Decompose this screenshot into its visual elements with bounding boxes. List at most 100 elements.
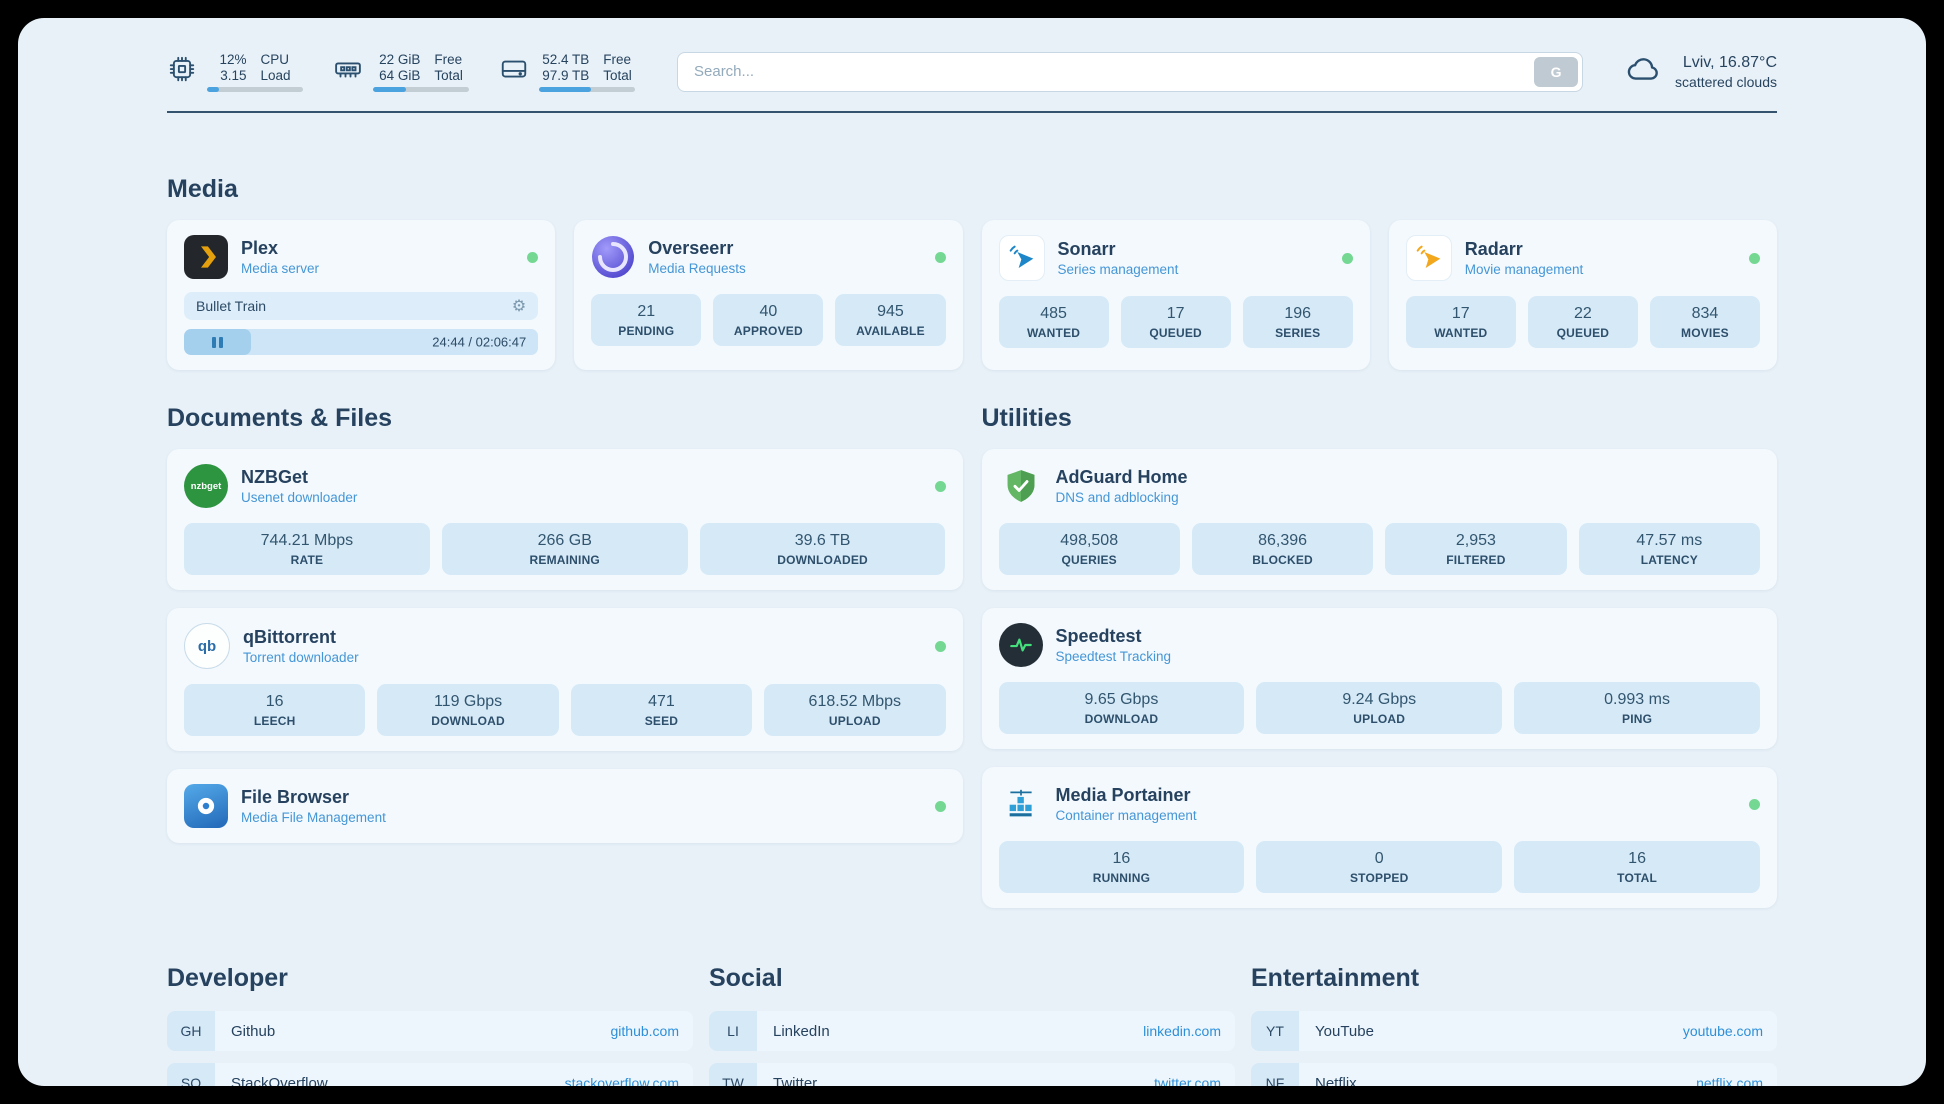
status-dot [1749, 252, 1760, 264]
media-section: Media Plex Media server Bullet Train ⚙ [167, 175, 1777, 370]
section-title-utilities: Utilities [981, 404, 1072, 432]
search-engine-button[interactable]: G [1534, 56, 1579, 87]
stat-box: 16 LEECH [184, 684, 366, 736]
card-subtitle: Container management [1055, 808, 1197, 823]
stat-label: TOTAL [1617, 871, 1658, 885]
qbittorrent-card[interactable]: qb qBittorrent Torrent downloader 16 LEE… [167, 608, 963, 751]
disk-bar [539, 86, 635, 92]
stat-box: 471 SEED [570, 684, 753, 736]
stat-label: SEED [644, 714, 679, 728]
stat-label: WANTED [1026, 326, 1081, 340]
bookmark-url[interactable]: twitter.com [1154, 1075, 1221, 1086]
portainer-card[interactable]: Media Portainer Container management 16 … [981, 767, 1777, 908]
playback-progress-bar[interactable]: 24:44 / 02:06:47 [184, 329, 539, 355]
bookmark-netflix[interactable]: NF Netflix netflix.com [1251, 1063, 1777, 1086]
stat-label: QUERIES [1061, 553, 1117, 567]
cpu-load-label: Load [260, 67, 291, 83]
adguard-card[interactable]: AdGuard Home DNS and adblocking 498,508 … [981, 449, 1777, 590]
stat-box: 17 WANTED [1405, 296, 1516, 348]
section-title-documents: Documents & Files [167, 404, 393, 432]
developer-section: Developer GH Github github.com SO StackO… [167, 964, 693, 1086]
card-subtitle: Torrent downloader [243, 650, 359, 665]
filebrowser-icon [184, 784, 228, 828]
bookmark-url[interactable]: stackoverflow.com [564, 1075, 679, 1086]
stat-box: 266 GB REMAINING [441, 523, 688, 575]
stat-value: 119 Gbps [433, 693, 503, 710]
cpu-load-value: 3.15 [220, 67, 247, 83]
sonarr-card[interactable]: Sonarr Series management 485 WANTED 17 Q… [981, 220, 1370, 370]
stat-box: 17 QUEUED [1120, 296, 1231, 348]
search-input[interactable] [677, 51, 1584, 92]
section-title-developer: Developer [167, 964, 288, 992]
plex-card[interactable]: Plex Media server Bullet Train ⚙ 24:44 /… [167, 220, 556, 370]
stat-label: MOVIES [1681, 326, 1729, 340]
pause-icon[interactable] [212, 336, 224, 348]
stat-box: 744.21 Mbps RATE [184, 523, 430, 575]
bookmark-name: Netflix [1315, 1074, 1357, 1087]
overseerr-card[interactable]: Overseerr Media Requests 21 PENDING 40 A… [574, 220, 963, 370]
card-title: Sonarr [1057, 239, 1116, 259]
card-title: AdGuard Home [1055, 467, 1188, 487]
stat-value: 0.993 ms [1604, 691, 1670, 708]
radarr-card[interactable]: Radarr Movie management 17 WANTED 22 QUE… [1388, 220, 1777, 370]
stat-label: PENDING [618, 324, 675, 338]
card-title: File Browser [241, 787, 350, 807]
portainer-icon [999, 782, 1043, 826]
section-title-media: Media [167, 175, 238, 203]
stat-value: 0 [1374, 850, 1384, 867]
stat-box: 834 MOVIES [1649, 296, 1760, 348]
stat-label: LEECH [253, 714, 296, 728]
bookmark-name: Github [231, 1022, 276, 1040]
stat-value: 744.21 Mbps [260, 532, 354, 549]
radarr-icon [1405, 235, 1452, 281]
disk-icon [499, 54, 529, 89]
stat-label: QUEUED [1556, 326, 1610, 340]
stat-value: 9.65 Gbps [1084, 691, 1159, 708]
bookmark-github[interactable]: GH Github github.com [167, 1011, 693, 1051]
cpu-icon [167, 54, 197, 89]
stat-value: 16 [265, 693, 284, 710]
memory-free-label: Free [434, 51, 463, 67]
speedtest-card[interactable]: Speedtest Speedtest Tracking 9.65 Gbps D… [981, 608, 1777, 749]
bookmark-url[interactable]: netflix.com [1696, 1075, 1763, 1086]
stat-box: 40 APPROVED [713, 294, 824, 346]
bookmark-name: StackOverflow [231, 1074, 328, 1087]
disk-widget: 52.4 TB Free 97.9 TB Total [499, 52, 635, 92]
stat-box: 196 SERIES [1242, 296, 1353, 348]
bookmark-twitter[interactable]: TW Twitter twitter.com [709, 1063, 1235, 1086]
gear-icon[interactable]: ⚙ [511, 296, 527, 315]
bookmark-name: LinkedIn [773, 1022, 830, 1040]
nzbget-card[interactable]: nzbget NZBGet Usenet downloader 744.21 M… [167, 449, 963, 590]
stat-box: 21 PENDING [591, 294, 702, 346]
stat-label: UPLOAD [1353, 712, 1406, 726]
bookmark-url[interactable]: github.com [610, 1023, 679, 1039]
stat-value: 39.6 TB [794, 532, 851, 549]
card-subtitle: Speedtest Tracking [1055, 649, 1172, 664]
stat-box: 39.6 TB DOWNLOADED [699, 523, 946, 575]
bookmark-abbr: GH [167, 1011, 215, 1051]
topbar-divider [167, 111, 1777, 113]
card-title: Overseerr [648, 238, 734, 258]
stat-value: 9.24 Gbps [1342, 691, 1417, 708]
card-subtitle: Media File Management [241, 810, 386, 825]
filebrowser-card[interactable]: File Browser Media File Management [167, 769, 963, 843]
stat-box: 618.52 Mbps UPLOAD [764, 684, 946, 736]
bookmark-abbr: NF [1251, 1063, 1299, 1086]
bookmark-url[interactable]: youtube.com [1682, 1023, 1763, 1039]
status-dot [934, 640, 946, 652]
cpu-bar [207, 86, 303, 92]
nzbget-icon: nzbget [184, 464, 228, 508]
card-subtitle: Movie management [1464, 262, 1584, 277]
bookmark-stackoverflow[interactable]: SO StackOverflow stackoverflow.com [167, 1063, 693, 1086]
card-subtitle: Media server [241, 261, 320, 276]
section-title-entertainment: Entertainment [1251, 964, 1420, 992]
stat-value: 266 GB [537, 532, 592, 549]
stat-box: 498,508 QUERIES [998, 523, 1180, 575]
bookmark-linkedin[interactable]: LI LinkedIn linkedin.com [709, 1011, 1235, 1051]
status-dot [1341, 252, 1353, 264]
bookmark-youtube[interactable]: YT YouTube youtube.com [1251, 1011, 1777, 1051]
stat-value: 2,953 [1455, 532, 1496, 549]
bookmark-url[interactable]: linkedin.com [1143, 1023, 1221, 1039]
disk-total-label: Total [603, 67, 632, 83]
stat-label: AVAILABLE [856, 324, 925, 338]
